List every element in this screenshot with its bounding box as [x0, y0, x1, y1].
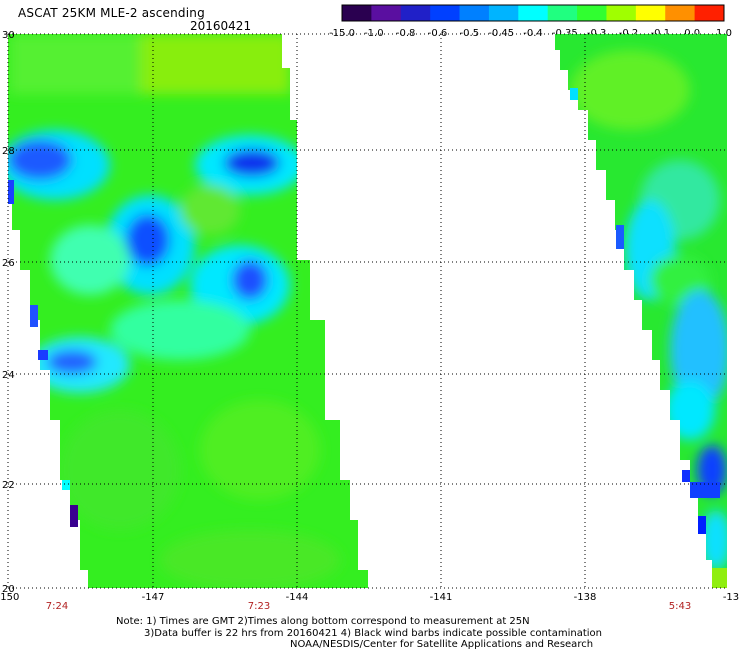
colorbar: -15.0 -1.0 -0.8 -0.6 -0.5 -0.45 -0.4 -0.35 -0.3-… [329, 4, 732, 39]
colorbar-label: -0.5 [460, 28, 480, 39]
colorbar-label: -1.0 [364, 28, 384, 39]
colorbar-swatch [371, 5, 402, 21]
colorbar-swatch [430, 5, 461, 21]
colorbar-swatch [459, 5, 490, 21]
longitude-label: -138 [574, 592, 597, 603]
longitude-label: -150 [0, 592, 19, 603]
longitude-label: -147 [142, 592, 165, 603]
overpass-time-label: 7:23 [248, 601, 270, 612]
colorbar-swatch [342, 5, 372, 21]
latitude-label: 26 [2, 258, 15, 269]
swath-right [555, 34, 727, 588]
map-date: 20160421 [190, 19, 252, 33]
latitude-label: 24 [2, 370, 15, 381]
colorbar-swatch [547, 5, 578, 21]
time-labels: 7:24 7:23 5:43 [46, 601, 691, 612]
colorbar-label: -0.6 [428, 28, 448, 39]
colorbar-border [341, 4, 725, 22]
colorbar-swatch [488, 5, 519, 21]
map-frame [7, 33, 727, 589]
note-line-1: Note: 1) Times are GMT 2)Times along bot… [116, 616, 530, 627]
latitude-label: 30 [2, 30, 15, 41]
swath-right-edge [570, 88, 727, 588]
colorbar-swatch [400, 5, 431, 21]
colorbar-swatch [635, 5, 666, 21]
colorbar-label: -0.8 [396, 28, 416, 39]
latitude-label: 20 [2, 584, 15, 595]
overpass-time-label: 7:24 [46, 601, 68, 612]
map-title: ASCAT 25KM MLE-2 ascending [18, 6, 205, 20]
swath-left-edge [8, 180, 78, 527]
longitude-label: -141 [430, 592, 453, 603]
colorbar-swatch [665, 5, 696, 21]
lat-lon-grid [8, 34, 727, 588]
colorbar-swatch [606, 5, 637, 21]
note-line-3: NOAA/NESDIS/Center for Satellite Applica… [290, 639, 594, 650]
colorbar-label: -15.0 [329, 28, 355, 39]
latitude-labels: 30 28 26 24 22 20 [2, 30, 15, 595]
longitude-label: -144 [286, 592, 309, 603]
longitude-label: -13 [723, 592, 739, 603]
note-line-2: 3)Data buffer is 22 hrs from 20160421 4)… [144, 628, 602, 639]
overpass-time-label: 5:43 [669, 601, 691, 612]
colorbar-label: -0.45 [488, 28, 514, 39]
colorbar-swatch [694, 5, 725, 21]
longitude-labels: -150 -147 -144 -141 -138 -13 [0, 592, 739, 603]
colorbar-swatch [518, 5, 549, 21]
swath-left [8, 34, 368, 588]
latitude-label: 28 [2, 146, 15, 157]
colorbar-swatch [577, 5, 607, 21]
latitude-label: 22 [2, 480, 15, 491]
